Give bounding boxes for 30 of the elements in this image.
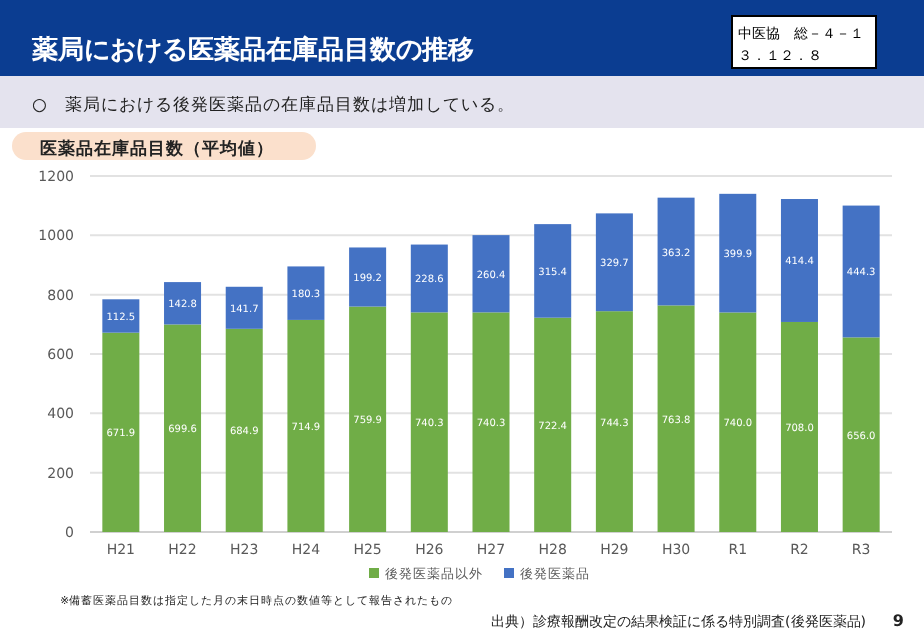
bar [657,197,695,306]
bar [780,199,818,322]
bar [349,247,387,307]
bar [780,321,818,532]
bar [102,299,140,333]
text: 医薬品在庫品目数（平均値） [40,138,274,160]
bar [842,205,880,338]
bar [719,312,757,532]
bar [472,312,510,532]
bar [595,213,633,312]
bar [164,324,202,532]
bar [534,224,572,318]
bar [225,328,263,532]
bar [225,286,263,329]
bar [719,193,757,313]
bar [287,319,325,532]
bar [349,306,387,532]
bar [410,244,448,313]
text: 9 [892,612,905,630]
bar [595,311,633,532]
bar [842,337,880,532]
bar [102,332,140,532]
chart-subtitle: ○ 薬局における後発医薬品の在庫品目数は増加している。 [32,94,515,116]
bar [534,317,572,532]
bar [657,305,695,532]
bar [472,235,510,313]
bar [287,266,325,320]
bar [164,282,202,325]
chart-title: 薬局における医薬品在庫品目数の推移 [30,34,474,66]
bar [410,312,448,532]
